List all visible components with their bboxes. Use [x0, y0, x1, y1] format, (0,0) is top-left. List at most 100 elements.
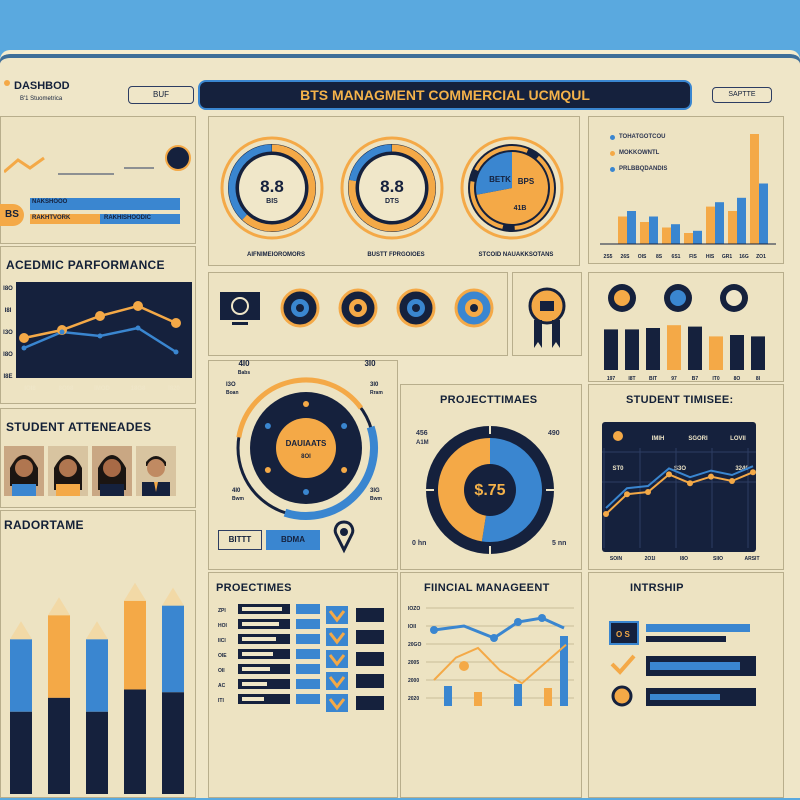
gauge-outer-ring — [340, 136, 444, 240]
bar — [709, 336, 723, 370]
data-point — [430, 626, 438, 634]
bar-orange — [706, 206, 715, 244]
pencil-tip — [162, 587, 184, 606]
series-blue-line — [433, 616, 565, 640]
dial-bottom-left-sub: Bwm — [232, 496, 245, 502]
y-tick-label: 20GO — [408, 642, 421, 648]
legend-item-3: PRLBBQDANDIS — [619, 166, 668, 172]
buf-button[interactable]: BUF — [128, 86, 194, 104]
bar1-label: NAKSHOOO — [32, 199, 68, 205]
gauge-value: 8.8 — [260, 177, 284, 196]
pencil-body — [124, 600, 146, 690]
dial-bottom-right: 3IG — [370, 488, 380, 494]
icon-tile-dark — [356, 630, 384, 644]
data-point — [490, 634, 498, 642]
pencil-body — [162, 605, 184, 693]
x-tick-label: 97 — [671, 376, 677, 382]
bar2-label: RAKHTVORK — [32, 215, 71, 221]
bar-blue — [627, 211, 636, 244]
icons-row — [218, 288, 494, 328]
pencil-tip — [10, 621, 32, 640]
x-tick-label: HIS — [706, 254, 715, 260]
student-avatars — [4, 446, 176, 496]
x-tick-label: ARSIT — [745, 556, 760, 562]
dial-top-left-sub: Babs — [238, 370, 250, 376]
row-label: ZPI — [218, 608, 226, 614]
table-cell: 3240 — [735, 466, 749, 472]
dial-bottom-right-sub: Bwm — [370, 496, 383, 502]
student-times-table — [602, 422, 756, 552]
table-cell: ST0 — [612, 466, 624, 472]
bar3-label: RAKHISHOODIC — [104, 215, 152, 221]
dial-chart: DAUIAATS 8OI 4I0 Babs 3I0 I3O Boan 3I0 Rram 4I0 Bw… — [226, 359, 383, 520]
x-tick-label: 2S5 — [604, 254, 613, 260]
pt-top-left-sub: A1M — [416, 440, 429, 446]
data-point — [514, 618, 522, 626]
student-times-title: STUDENT TIMISEE: — [626, 394, 734, 406]
avatar — [4, 446, 44, 496]
data-point — [133, 301, 143, 311]
table-header: IMIH — [652, 436, 665, 442]
data-point — [19, 333, 29, 343]
pencil-tip — [48, 597, 70, 616]
bar-blue — [715, 202, 724, 244]
icon-core — [354, 304, 362, 312]
gauge-progress — [348, 144, 436, 232]
center-right-bar-chart: 197 I8T BIT 97 B7 IT0 8O 8I — [604, 284, 765, 382]
avatar — [136, 446, 176, 496]
x-tick-label: 18G8 — [131, 386, 146, 392]
data-point — [666, 471, 672, 478]
attendance-title: STUDENT ATTENEADES — [6, 420, 152, 434]
monitor-screen — [220, 292, 260, 320]
bdma-button[interactable]: BDMA — [266, 530, 320, 550]
data-point — [59, 329, 65, 335]
pencil-bars-chart — [10, 582, 184, 794]
bar — [625, 329, 639, 370]
gauge-unit: BIS — [266, 198, 278, 205]
pt-bottom-left: 0 hn — [412, 540, 427, 547]
row-label: AC — [218, 683, 226, 689]
gauge-value: BETK — [489, 175, 511, 184]
row-label: ITI — [218, 698, 224, 704]
gauge-unit: DTS — [385, 198, 399, 205]
bitt-button[interactable]: BITTT — [218, 530, 262, 550]
dial-mid-right-sub: Rram — [370, 390, 383, 396]
academic-line-chart: I8O I8I I3O I8O I8E IOI8 8O08 IMOD 18G8 I820 — [3, 282, 192, 392]
projects2-title: PROECTIMES — [216, 582, 292, 594]
data-point — [171, 318, 181, 328]
bar-orange — [684, 233, 693, 244]
dial-bottom-left: 4I0 — [232, 488, 241, 494]
x-tick-label: 197 — [607, 376, 616, 382]
row-cell — [296, 664, 320, 674]
x-tick-label: 8I — [756, 376, 761, 382]
x-tick-label: OIS — [638, 254, 647, 260]
pencil-body — [10, 639, 32, 712]
data-point — [173, 349, 179, 355]
row-cell — [296, 694, 320, 704]
icon-tile-glyph — [328, 632, 346, 645]
bar-orange — [662, 227, 671, 244]
icon-core — [412, 304, 420, 312]
bar — [646, 328, 660, 370]
x-tick-label: 6S1 — [672, 254, 681, 260]
bar-orange — [750, 134, 759, 244]
y-tick-label: I8I — [5, 308, 12, 314]
center-dial: DAUIAATS 8OI 4I0 Babs 3I0 I3O Boan 3I0 Rram 4I0 Bw… — [214, 354, 398, 534]
data-point — [750, 469, 756, 476]
x-tick-label: 8S — [656, 254, 663, 260]
sapte-button[interactable]: SAPTTE — [712, 87, 772, 103]
icon-tile-dark — [356, 674, 384, 688]
data-point — [95, 311, 105, 321]
icon-tile-glyph — [328, 676, 346, 689]
gauge-sub: 41B — [514, 205, 527, 212]
dashboard-label: DASHBOD — [14, 80, 70, 92]
pencil-base — [10, 711, 32, 794]
gauge-progress — [242, 144, 316, 232]
series-line — [605, 471, 754, 515]
dashboard-sub: B'1 Stuometrica — [20, 96, 63, 102]
icon-core — [296, 304, 304, 312]
pencil-body — [86, 639, 108, 712]
data-point — [729, 478, 735, 484]
internship-title: INTRSHIP — [630, 582, 684, 594]
x-tick-label: BIT — [649, 376, 657, 382]
